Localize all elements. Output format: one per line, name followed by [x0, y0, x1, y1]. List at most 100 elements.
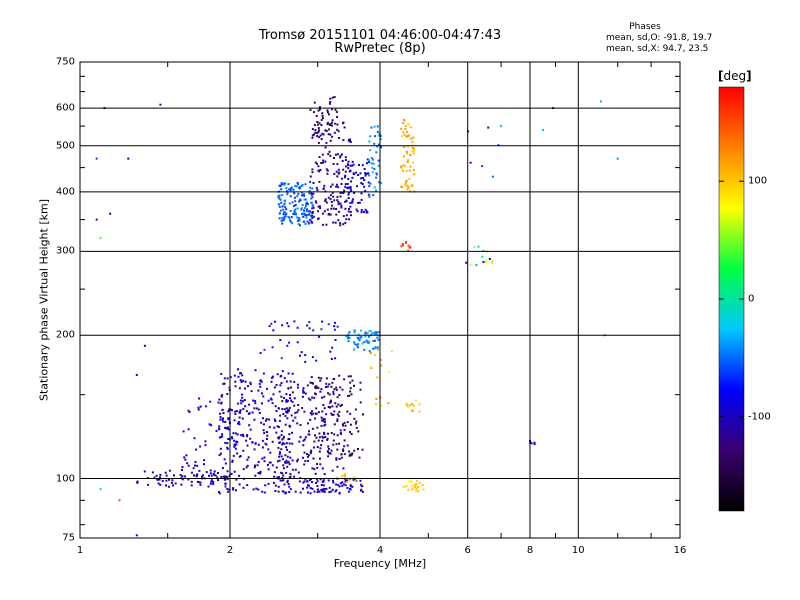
echo-point [187, 464, 190, 467]
echo-point [296, 341, 299, 344]
echo-point [336, 175, 339, 178]
echo-point [259, 352, 262, 354]
echo-point [239, 399, 242, 402]
echo-point [253, 418, 256, 421]
echo-point [283, 202, 286, 205]
echo-point [349, 187, 352, 190]
echo-point [373, 142, 376, 145]
echo-point [339, 155, 342, 158]
echo-point [361, 483, 364, 486]
echo-point [318, 205, 321, 208]
echo-point [254, 400, 257, 403]
echo-point [336, 413, 339, 416]
echo-point [246, 484, 249, 487]
echo-point [411, 150, 414, 153]
echo-point [333, 328, 336, 331]
echo-point [405, 484, 408, 487]
echo-point [326, 169, 329, 172]
y-tick-label: 500 [55, 140, 75, 152]
echo-point [309, 492, 312, 495]
echo-point [288, 188, 290, 191]
echo-point [400, 165, 403, 168]
echo-point [343, 439, 346, 442]
echo-point [336, 448, 339, 451]
echo-point [268, 461, 271, 464]
echo-point [413, 149, 416, 152]
echo-point [347, 164, 350, 167]
echo-point [327, 455, 330, 458]
y-tick-label: 100 [55, 473, 75, 485]
echo-point [350, 433, 353, 435]
echo-point [283, 211, 286, 213]
echo-point [284, 423, 287, 426]
echo-point [294, 208, 297, 211]
echo-point [204, 444, 207, 447]
echo-point [300, 185, 303, 187]
echo-point [278, 459, 281, 462]
echo-point [473, 246, 476, 249]
echo-point [339, 191, 342, 194]
echo-point [412, 487, 415, 490]
echo-point [310, 449, 313, 452]
echo-point [188, 411, 191, 413]
echo-point [234, 410, 237, 413]
echo-point [241, 396, 244, 399]
echo-point [318, 122, 321, 125]
echo-point [327, 392, 330, 395]
echo-point [335, 208, 338, 210]
echo-point [306, 220, 309, 223]
echo-point [208, 423, 211, 426]
echo-point [487, 126, 490, 129]
echo-point [322, 419, 325, 422]
echo-point [286, 411, 289, 414]
echo-point [315, 407, 318, 410]
echo-point [302, 481, 305, 484]
echo-point [311, 214, 314, 217]
echo-point [276, 460, 279, 463]
echo-point [99, 488, 102, 491]
echo-point [310, 194, 313, 197]
echo-point [338, 374, 341, 377]
echo-point [304, 198, 307, 201]
echo-point [240, 402, 243, 405]
x-tick-label: 1 [76, 545, 84, 556]
echo-point [262, 395, 265, 398]
echo-point [351, 200, 354, 203]
echo-point [333, 131, 336, 134]
echo-point [281, 458, 284, 461]
echo-point [337, 137, 340, 139]
echo-point [336, 420, 339, 423]
echo-point [352, 172, 355, 175]
echo-point [263, 348, 266, 351]
echo-point [336, 183, 338, 186]
echo-point [349, 423, 352, 426]
echo-point [136, 480, 139, 483]
echo-point [336, 153, 339, 156]
echo-point [285, 471, 288, 474]
echo-point [325, 382, 328, 385]
echo-point [364, 331, 367, 334]
echo-point [356, 210, 359, 213]
echo-point [357, 174, 360, 176]
echo-point [209, 469, 212, 472]
echo-point [342, 122, 344, 125]
echo-point [344, 174, 347, 177]
echo-point [247, 385, 249, 388]
echo-point [330, 385, 333, 388]
echo-point [333, 388, 336, 391]
echo-point [412, 136, 415, 139]
echo-point [183, 456, 186, 459]
echo-point [364, 174, 367, 177]
echo-point [264, 442, 267, 445]
echo-point [401, 244, 404, 247]
echo-point [309, 418, 312, 421]
echo-point [481, 255, 484, 258]
echo-point [347, 197, 350, 199]
echo-point [253, 466, 256, 469]
echo-point [246, 458, 249, 461]
echo-point [299, 436, 302, 439]
echo-point [318, 156, 321, 158]
echo-point [299, 354, 301, 357]
echo-point [332, 393, 335, 396]
echo-point [322, 436, 325, 439]
